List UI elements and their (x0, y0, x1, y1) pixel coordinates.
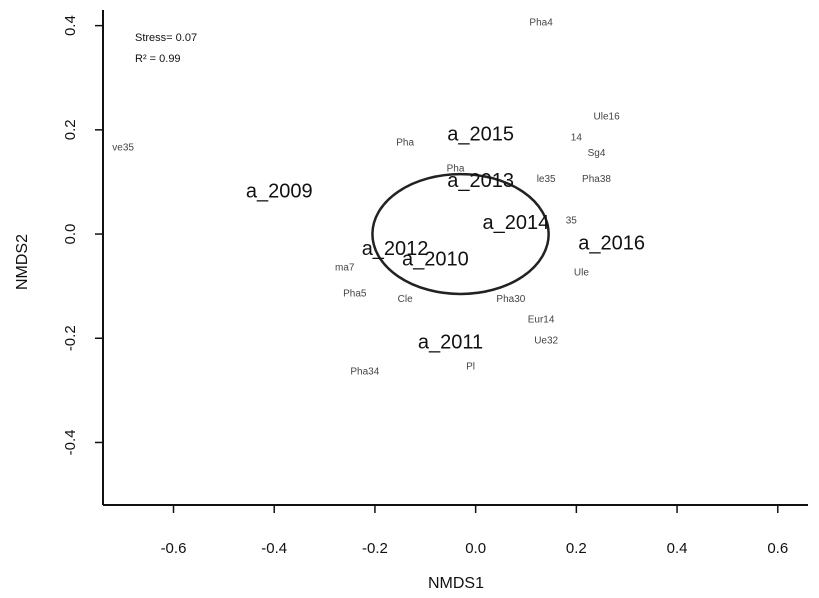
species-label: Pha (447, 164, 465, 175)
species-label: Eur14 (528, 315, 555, 326)
species-label: le35 (537, 174, 556, 185)
species-label: Ule16 (594, 111, 621, 122)
x-tick-label: 0.6 (767, 540, 788, 557)
species-label: Pha4 (529, 18, 553, 29)
species-label: Ule (574, 268, 589, 279)
species-label: Pha5 (343, 289, 367, 300)
species-label: ma7 (335, 263, 355, 274)
species-label: Pl (466, 362, 475, 373)
x-tick-label: -0.6 (161, 540, 187, 557)
species-label: Pha34 (350, 367, 379, 378)
site-label: a_2012 (362, 238, 429, 260)
x-tick-label: -0.2 (362, 540, 388, 557)
confidence-ellipse (371, 172, 550, 296)
x-axis-ticks: -0.6 -0.4 -0.2 0.0 0.2 0.4 0.6 (161, 505, 788, 557)
x-tick-label: -0.4 (261, 540, 287, 557)
x-tick-label: 0.0 (465, 540, 486, 557)
species-label: Sg4 (588, 148, 606, 159)
site-label: a_2014 (483, 212, 550, 234)
species-label: Pha30 (496, 294, 525, 305)
species-label: 35 (566, 216, 578, 227)
site-labels: a_2009 a_2010 a_2011 a_2012 a_2013 a_2014 a_20… (246, 123, 645, 353)
site-label: a_2013 (447, 170, 514, 192)
species-label: Cle (398, 294, 413, 305)
site-label: a_2015 (447, 123, 514, 145)
x-tick-label: 0.4 (667, 540, 688, 557)
y-tick-label: 0.4 (62, 15, 79, 36)
site-label: a_2011 (418, 332, 483, 354)
y-tick-label: 0.0 (62, 224, 79, 245)
stress-annotation: Stress= 0.07 (135, 32, 197, 44)
y-tick-label: -0.2 (62, 325, 79, 351)
species-label: Pha (396, 137, 414, 148)
y-tick-label: -0.4 (62, 430, 79, 456)
r-squared-annotation: R² = 0.99 (135, 53, 181, 65)
species-label: ve35 (112, 143, 134, 154)
site-label: a_2010 (402, 248, 469, 270)
x-tick-label: 0.2 (566, 540, 587, 557)
species-labels: Pha4 Ule16 ve35 Pha 14 Sg4 le35 Pha38 Pha 35 ma7 Ul… (112, 18, 620, 378)
y-tick-label: 0.2 (62, 119, 79, 140)
x-axis-title: NMDS1 (428, 575, 484, 592)
species-label: 14 (571, 132, 583, 143)
site-label: a_2016 (578, 233, 645, 255)
species-label: Ue32 (534, 335, 558, 346)
y-axis-ticks: 0.4 0.2 0.0 -0.2 -0.4 (62, 15, 103, 455)
site-label: a_2009 (246, 181, 313, 203)
species-label: Pha38 (582, 174, 611, 185)
y-axis-title: NMDS2 (14, 234, 31, 290)
